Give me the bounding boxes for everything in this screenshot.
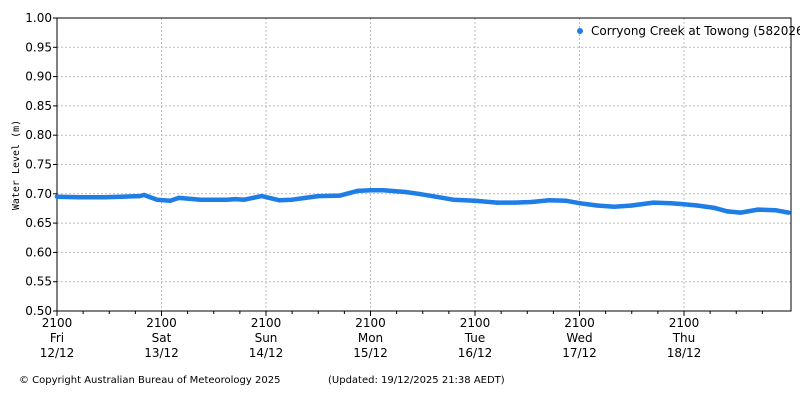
y-tick-label: 1.00 [25,11,52,25]
y-axis: 0.50 0.55 0.60 0.65 0.70 0.75 0.80 0.85 0.90 0.95… [25,11,57,318]
plot-area-frame [56,17,792,312]
y-tick-label: 0.95 [25,40,52,54]
updated-timestamp: (Updated: 19/12/2025 21:38 AEDT) [328,375,505,386]
y-tick-label: 0.55 [25,275,52,289]
x-tick-label: 2100 [42,316,73,330]
y-tick-label: 0.80 [25,128,52,142]
y-tick-label: 0.60 [25,245,52,259]
x-tick-label: 17/12 [562,346,597,360]
x-tick-label: 14/12 [249,346,284,360]
legend-label: Corryong Creek at Towong (582026) [591,24,800,38]
legend[interactable]: Corryong Creek at Towong (582026) [577,24,800,38]
x-tick-label: 2100 [669,316,700,330]
x-tick-label: Sun [255,331,278,345]
x-tick-label: Thu [672,331,696,345]
data-points [54,188,791,215]
x-tick-label: 12/12 [40,346,75,360]
x-tick-label: Mon [358,331,383,345]
x-tick-label: 18/12 [667,346,702,360]
x-tick-label: Wed [566,331,592,345]
x-axis: 2100Fri12/122100Sat13/122100Sun14/122100… [40,311,763,360]
y-axis-label: Water Level (m) [11,120,22,210]
x-tick-label: 2100 [355,316,386,330]
x-tick-label: 13/12 [144,346,179,360]
legend-marker [577,28,583,34]
x-tick-label: 2100 [251,316,282,330]
x-tick-label: 15/12 [353,346,388,360]
series-line [54,188,791,215]
y-tick-label: 0.65 [25,216,52,230]
y-tick-label: 0.90 [25,70,52,84]
y-tick-label: 0.50 [25,304,52,318]
x-tick-label: 2100 [564,316,595,330]
y-tick-label: 0.85 [25,99,52,113]
grid-lines [56,17,791,312]
x-tick-label: Sat [152,331,172,345]
x-tick-label: Tue [464,331,486,345]
x-tick-label: 16/12 [458,346,493,360]
x-tick-label: 2100 [460,316,491,330]
y-tick-label: 0.70 [25,187,52,201]
x-tick-label: Fri [50,331,64,345]
y-tick-label: 0.75 [25,158,52,172]
x-tick-label: 2100 [146,316,177,330]
copyright-text: © Copyright Australian Bureau of Meteoro… [19,375,281,386]
